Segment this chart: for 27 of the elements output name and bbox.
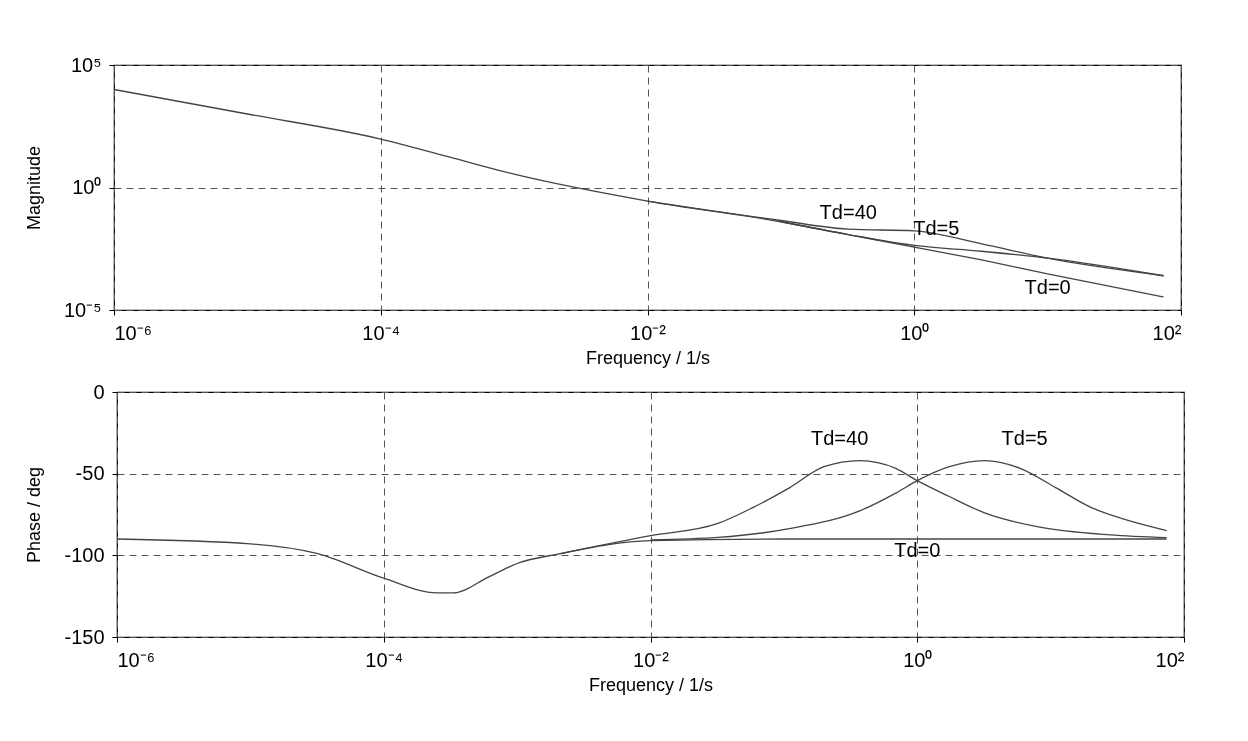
series-label: Td=5 xyxy=(913,217,960,240)
x-tick-label: 10⁻⁶ xyxy=(117,648,155,671)
y-tick-label: 10⁰ xyxy=(72,176,102,198)
x-tick-label: 10⁰ xyxy=(903,648,933,671)
x-tick-label: 10⁻² xyxy=(633,648,670,671)
x-axis-title: Frequency / 1/s xyxy=(588,674,714,695)
series-label: Td=0 xyxy=(894,539,941,561)
x-tick-label: 10⁻⁴ xyxy=(365,648,404,671)
x-tick-label: 10⁻⁶ xyxy=(114,321,152,344)
x-tick-label: 10² xyxy=(1152,321,1182,344)
x-tick-label: 10² xyxy=(1155,648,1185,671)
series-label: Td=0 xyxy=(1024,275,1071,298)
y-tick-label: -100 xyxy=(64,543,105,566)
y-tick-label: -150 xyxy=(64,625,105,648)
y-tick-label: -50 xyxy=(75,462,105,485)
y-tick-label: 10⁵ xyxy=(70,53,102,76)
y-axis-title: Magnitude xyxy=(23,145,44,231)
x-tick-label: 10⁰ xyxy=(900,321,930,344)
y-axis-title: Phase / deg xyxy=(24,466,45,564)
y-tick-label: 10⁻⁵ xyxy=(63,298,102,321)
x-tick-label: 10⁻⁴ xyxy=(362,321,401,344)
series-label: Td=40 xyxy=(819,201,877,224)
x-axis-title: Frequency / 1/s xyxy=(585,347,711,368)
series-label: Td=40 xyxy=(811,426,869,449)
series-label: Td=5 xyxy=(1001,426,1048,449)
x-tick-label: 10⁻² xyxy=(630,321,667,344)
y-tick-label: 0 xyxy=(93,380,105,403)
